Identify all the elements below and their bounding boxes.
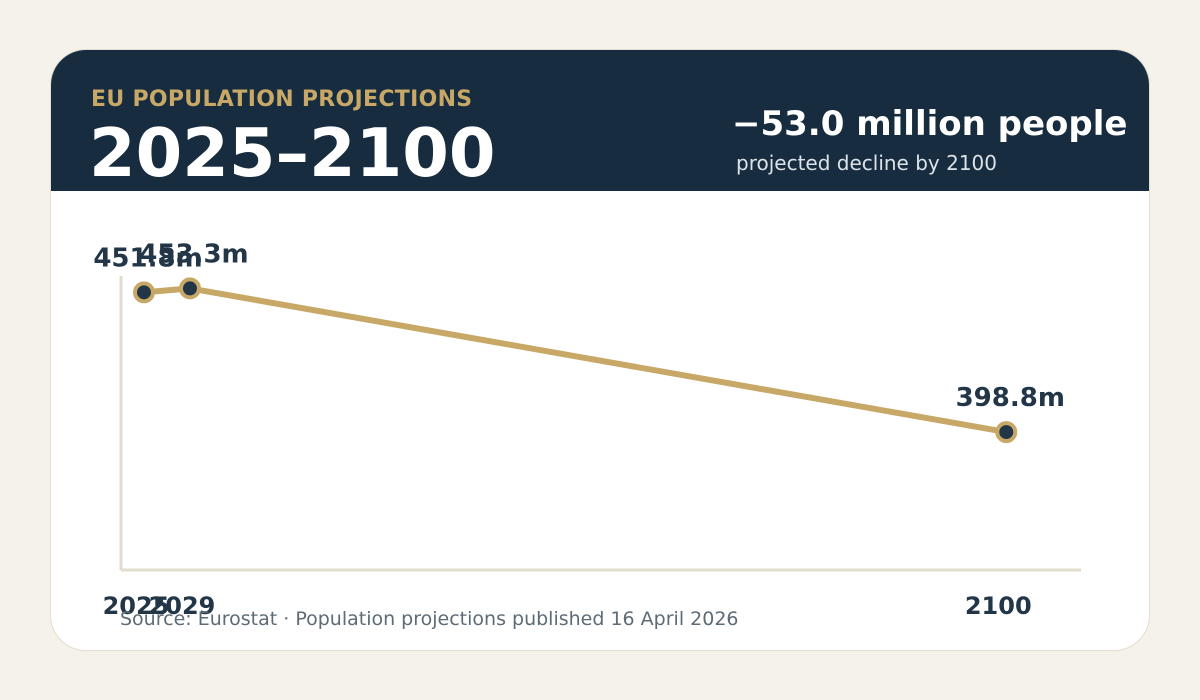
source-note: Source: Eurostat · Population projection… (120, 608, 739, 630)
data-label: 398.8m (956, 383, 1065, 413)
data-point-marker (995, 421, 1018, 444)
chart-card: EU POPULATION PROJECTIONS 2025–2100 −53.… (50, 49, 1150, 651)
headline-stat-caption: projected decline by 2100 (736, 151, 998, 175)
headline-stat: −53.0 million people (732, 104, 1128, 144)
series-line (140, 285, 1010, 436)
x-tick-label: 2025 (103, 592, 170, 620)
data-label: 453.3m (139, 239, 248, 269)
data-point-marker (132, 281, 155, 304)
x-tick-label: 2100 (965, 592, 1032, 620)
chart-kicker: EU POPULATION PROJECTIONS (91, 87, 473, 112)
header-banner: EU POPULATION PROJECTIONS 2025–2100 −53.… (51, 50, 1149, 192)
data-label: 451.8m (93, 243, 202, 273)
data-point-marker (178, 277, 201, 300)
chart-title: 2025–2100 (89, 114, 496, 192)
x-tick-label: 2029 (149, 592, 216, 620)
markers (132, 277, 1018, 444)
